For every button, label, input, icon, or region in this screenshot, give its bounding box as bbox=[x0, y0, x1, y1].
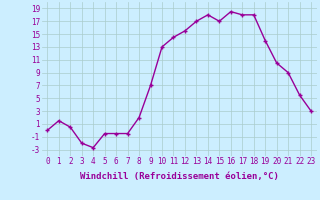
X-axis label: Windchill (Refroidissement éolien,°C): Windchill (Refroidissement éolien,°C) bbox=[80, 172, 279, 181]
